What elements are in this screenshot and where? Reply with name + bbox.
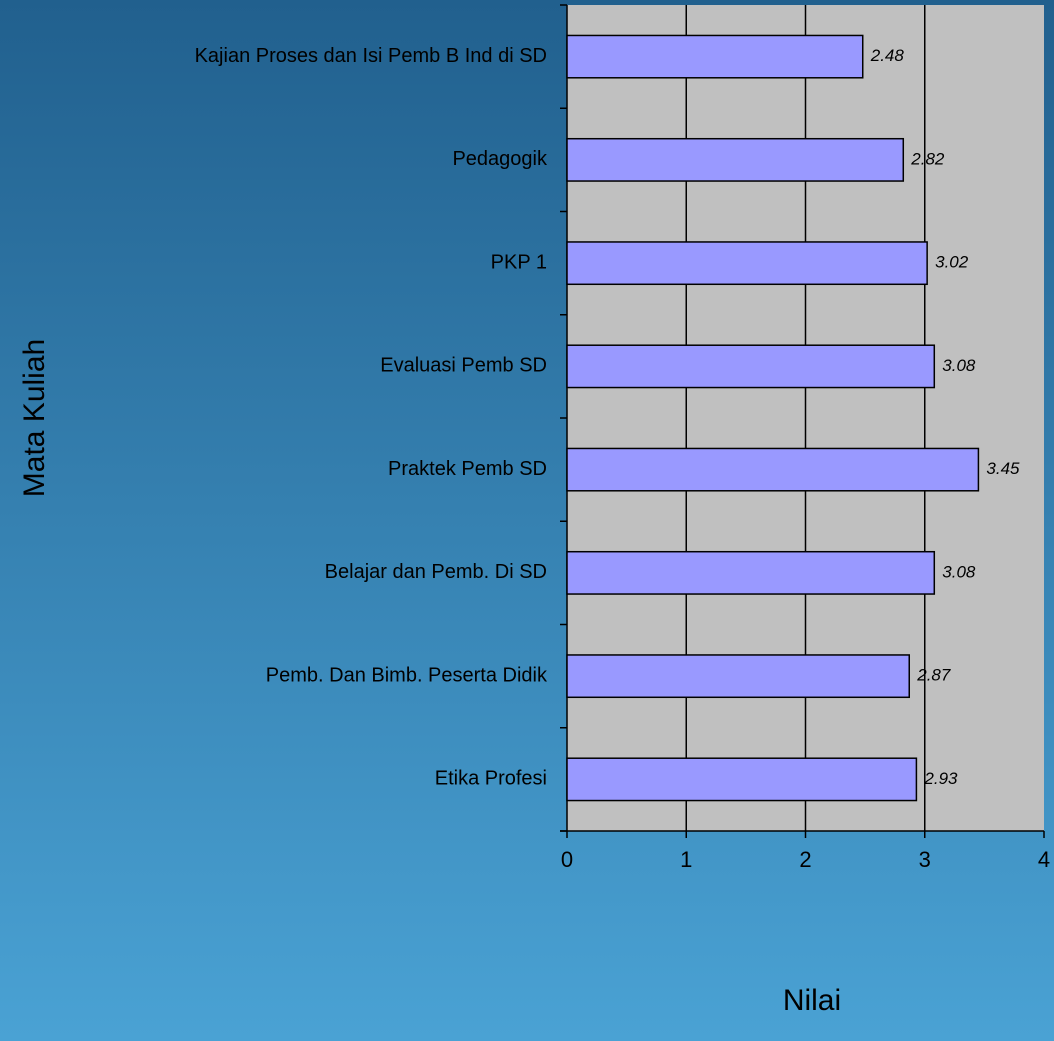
y-tick-label: Pedagogik	[452, 148, 548, 170]
value-label: 3.02	[935, 253, 969, 272]
bar	[566, 654, 910, 699]
x-tick-label: 4	[1038, 847, 1050, 872]
bar	[566, 34, 864, 79]
x-tick-label: 3	[919, 847, 931, 872]
bar	[566, 137, 905, 182]
bar	[566, 447, 980, 492]
value-label: 3.08	[942, 356, 976, 375]
y-axis-title: Mata Kuliah	[18, 339, 51, 497]
x-tick-label: 0	[561, 847, 573, 872]
value-label: 2.93	[923, 769, 958, 788]
y-tick-label: Belajar dan Pemb. Di SD	[325, 561, 547, 583]
y-tick-label: Evaluasi Pemb SD	[380, 355, 547, 377]
bar	[566, 344, 936, 389]
x-axis-title: Nilai	[783, 984, 841, 1017]
value-label: 3.45	[986, 459, 1020, 478]
x-tick-label: 2	[799, 847, 811, 872]
bar	[566, 550, 936, 595]
y-tick-label: Etika Profesi	[435, 768, 547, 790]
y-tick-label: Praktek Pemb SD	[388, 458, 547, 480]
y-tick-label: Pemb. Dan Bimb. Peserta Didik	[266, 664, 548, 686]
y-tick-label: Kajian Proses dan Isi Pemb B Ind di SD	[195, 45, 547, 67]
bar	[566, 757, 918, 802]
y-tick-label: PKP 1	[491, 251, 547, 273]
value-label: 2.82	[910, 149, 945, 168]
value-label: 3.08	[942, 562, 976, 581]
value-label: 2.87	[916, 666, 951, 685]
value-label: 2.48	[870, 46, 905, 65]
bar	[566, 241, 928, 286]
x-tick-label: 1	[680, 847, 692, 872]
